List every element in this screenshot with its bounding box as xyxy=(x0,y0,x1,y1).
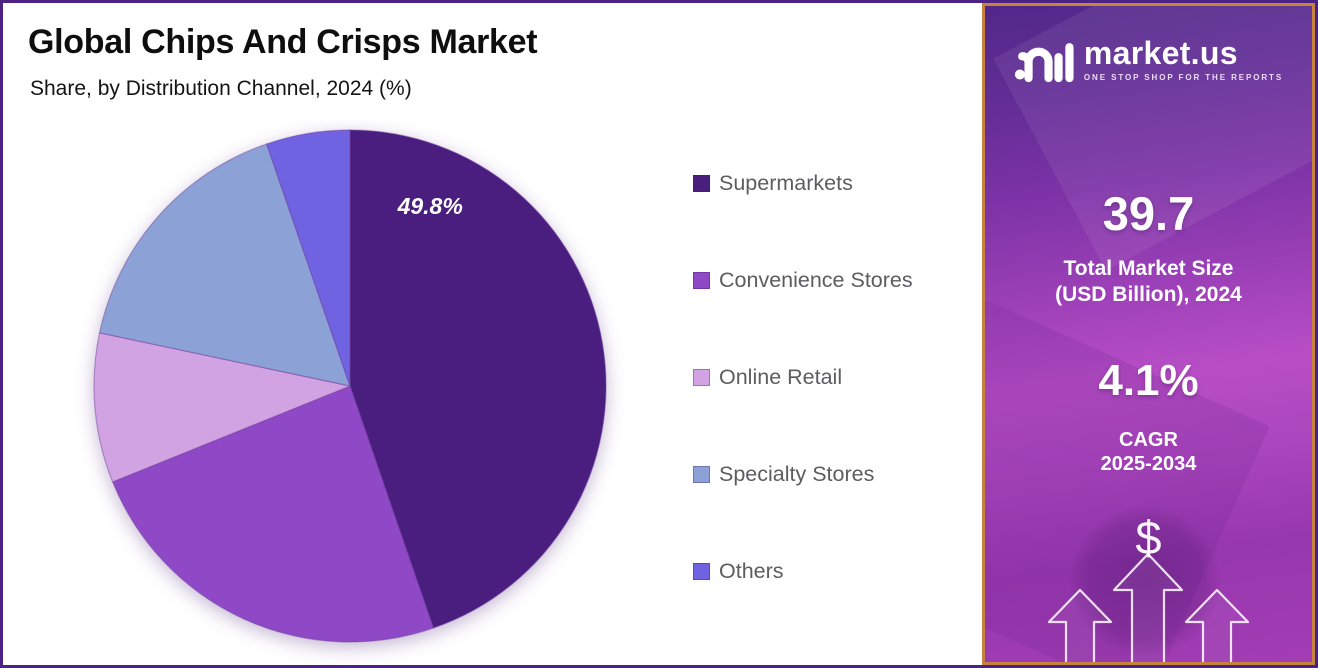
market-size-value: 39.7 xyxy=(1102,187,1195,240)
legend-swatch-online-retail xyxy=(693,368,710,386)
pie-slice-specialty-stores xyxy=(98,143,351,387)
marketus-logo-icon xyxy=(1014,43,1074,83)
pie-slice-label-supermarkets: 49.8% xyxy=(397,193,463,219)
cagr-value: 4.1% xyxy=(1098,356,1199,405)
market-size-label-line1: Total Market Size xyxy=(1063,257,1234,280)
page-subtitle: Share, by Distribution Channel, 2024 (%) xyxy=(30,77,412,100)
legend-label-supermarkets: Supermarkets xyxy=(719,170,853,195)
legend-item-convenience-stores: Convenience Stores xyxy=(693,267,913,293)
market-size-stat: 39.7 Total Market Size (USD Billion), 20… xyxy=(985,189,1312,308)
chart-area: Global Chips And Crisps Market Share, by… xyxy=(3,3,982,665)
cagr-label-line1: CAGR xyxy=(1119,429,1178,451)
legend-label-convenience-stores: Convenience Stores xyxy=(719,267,913,292)
pie-slice-convenience-stores xyxy=(111,385,435,643)
legend-label-online-retail: Online Retail xyxy=(719,364,843,389)
growth-arrows-icon xyxy=(1047,552,1250,662)
brand-logo-text: market.us ONE STOP SHOP FOR THE REPORTS xyxy=(1084,36,1283,82)
legend-swatch-supermarkets xyxy=(693,174,710,192)
legend-swatch-specialty-stores xyxy=(693,465,710,483)
pie-slice-others xyxy=(265,129,351,387)
pie-chart: 49.8% xyxy=(93,129,607,643)
market-size-label-line2: (USD Billion), 2024 xyxy=(1055,283,1242,306)
brand-tagline: ONE STOP SHOP FOR THE REPORTS xyxy=(1083,73,1284,82)
legend-item-specialty-stores: Specialty Stores xyxy=(693,461,913,487)
cagr-stat: 4.1% CAGR 2025-2034 xyxy=(985,357,1312,476)
brand-logo: market.us ONE STOP SHOP FOR THE REPORTS xyxy=(985,30,1312,88)
market-size-label: Total Market Size (USD Billion), 2024 xyxy=(985,256,1312,308)
legend-swatch-others xyxy=(693,562,710,580)
legend-item-others: Others xyxy=(693,558,913,584)
brand-name: market.us xyxy=(1083,35,1238,71)
legend-swatch-convenience-stores xyxy=(693,271,710,289)
pie-slice-supermarkets xyxy=(349,129,607,629)
legend-label-specialty-stores: Specialty Stores xyxy=(719,461,875,486)
page-title: Global Chips And Crisps Market xyxy=(28,23,538,61)
brand-sidebar: market.us ONE STOP SHOP FOR THE REPORTS … xyxy=(982,3,1315,665)
legend-item-online-retail: Online Retail xyxy=(693,364,913,390)
legend: Supermarkets Convenience Stores Online R… xyxy=(693,170,913,655)
cagr-label-line2: 2025-2034 xyxy=(1100,453,1197,475)
legend-label-others: Others xyxy=(719,558,784,583)
cagr-label: CAGR 2025-2034 xyxy=(985,428,1312,476)
pie-slice-online-retail xyxy=(93,332,353,483)
legend-item-supermarkets: Supermarkets xyxy=(693,170,913,196)
